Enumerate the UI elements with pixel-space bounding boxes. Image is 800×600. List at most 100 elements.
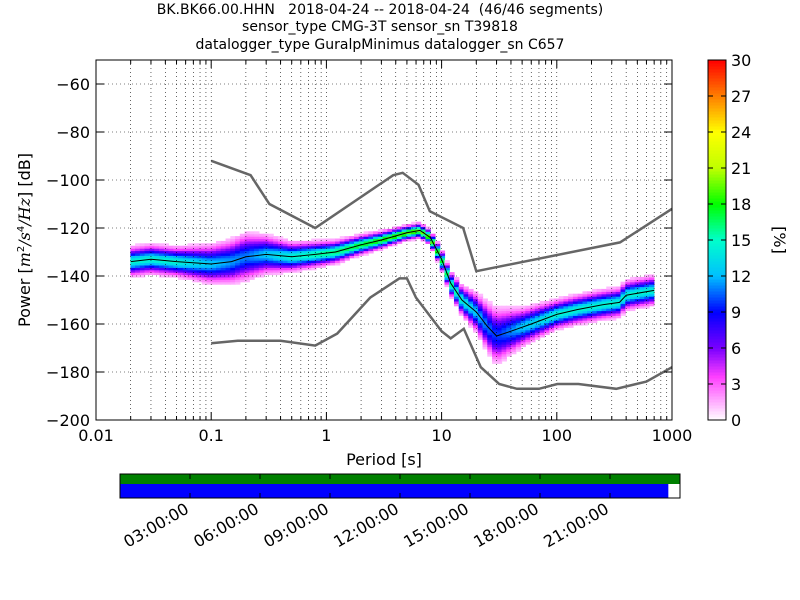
psd-cell: [244, 274, 250, 278]
colorbar-segment: [708, 255, 726, 259]
psd-cell: [425, 231, 431, 235]
psd-cell: [449, 272, 455, 276]
psd-cell: [235, 272, 241, 276]
psd-cell: [201, 245, 208, 249]
psd-cell: [649, 300, 655, 304]
psd-cell: [220, 245, 227, 249]
psd-cell: [135, 272, 141, 276]
psd-cell: [296, 245, 303, 249]
psd-cell: [520, 334, 526, 338]
y-tick-label: −200: [46, 411, 90, 430]
psd-cell: [220, 250, 227, 254]
psd-cell: [258, 252, 265, 256]
psd-cell: [449, 296, 455, 300]
x-tick-label: 0.1: [198, 426, 223, 445]
psd-cell: [149, 243, 155, 247]
psd-cell: [168, 264, 174, 268]
psd-cell: [477, 332, 484, 336]
colorbar-segment: [708, 405, 726, 409]
psd-cell: [158, 262, 165, 266]
psd-cell: [311, 238, 317, 242]
psd-cell: [292, 269, 298, 273]
psd-cell: [620, 305, 626, 309]
psd-cell: [606, 317, 612, 321]
psd-cell: [306, 245, 312, 249]
psd-cell: [149, 252, 155, 256]
psd-cell: [258, 250, 265, 254]
psd-cell: [568, 310, 574, 314]
psd-cell: [530, 317, 536, 321]
psd-cell: [492, 353, 498, 357]
psd-cell: [273, 269, 279, 273]
psd-cell: [230, 252, 236, 256]
psd-cell: [373, 248, 379, 252]
psd-cell: [244, 233, 250, 237]
psd-cell: [163, 245, 170, 249]
psd-cell: [492, 310, 498, 314]
psd-cell: [187, 255, 193, 259]
psd-cell: [511, 329, 517, 333]
psd-cell: [492, 351, 498, 355]
psd-cell: [296, 252, 303, 256]
psd-cell: [572, 320, 579, 324]
psd-cell: [444, 274, 450, 278]
psd-cell: [606, 293, 612, 297]
psd-cell: [539, 332, 545, 336]
psd-cell: [197, 269, 203, 273]
colorbar-segment: [708, 177, 726, 181]
psd-cell: [325, 245, 331, 249]
psd-cell: [630, 286, 636, 290]
psd-cell: [315, 260, 322, 264]
psd-cell: [496, 315, 503, 319]
psd-cell: [368, 233, 374, 237]
psd-cell: [596, 312, 603, 316]
psd-cell: [463, 298, 469, 302]
psd-cell: [506, 322, 512, 326]
psd-cell: [268, 243, 274, 247]
psd-cell: [301, 260, 308, 264]
psd-cell: [273, 248, 279, 252]
psd-cell: [254, 255, 260, 259]
psd-cell: [192, 250, 198, 254]
psd-cell: [487, 339, 493, 343]
psd-cell: [639, 276, 645, 280]
psd-cell: [606, 291, 612, 295]
psd-cell: [515, 324, 522, 328]
psd-cell: [563, 303, 569, 307]
psd-cell: [549, 303, 555, 307]
psd-cell: [601, 298, 607, 302]
psd-cell: [492, 322, 498, 326]
psd-cell: [434, 240, 441, 244]
psd-cell: [477, 308, 484, 312]
colorbar-segment: [708, 306, 726, 310]
psd-cell: [501, 324, 507, 328]
psd-cell: [220, 267, 227, 271]
psd-cell: [187, 267, 193, 271]
psd-cell: [287, 269, 293, 273]
psd-cell: [549, 300, 555, 304]
psd-cell: [406, 238, 412, 242]
colorbar-segment: [708, 189, 726, 193]
psd-cell: [611, 312, 617, 316]
psd-cell: [235, 255, 241, 259]
psd-cell: [273, 267, 279, 271]
psd-cell: [301, 262, 308, 266]
psd-cell: [296, 267, 303, 271]
psd-cell: [306, 243, 312, 247]
psd-cell: [496, 339, 503, 343]
psd-cell: [563, 298, 569, 302]
psd-cell: [201, 252, 208, 256]
psd-cell: [368, 250, 374, 254]
psd-cell: [582, 296, 588, 300]
psd-cell: [587, 308, 593, 312]
psd-cell: [644, 303, 650, 307]
psd-cell: [482, 317, 488, 321]
psd-cell: [515, 339, 522, 343]
psd-cell: [244, 269, 250, 273]
psd-cell: [192, 269, 198, 273]
psd-cell: [482, 324, 488, 328]
psd-cell: [158, 269, 165, 273]
colorbar-segment: [708, 402, 726, 406]
psd-cell: [216, 264, 222, 268]
psd-cell: [273, 260, 279, 264]
